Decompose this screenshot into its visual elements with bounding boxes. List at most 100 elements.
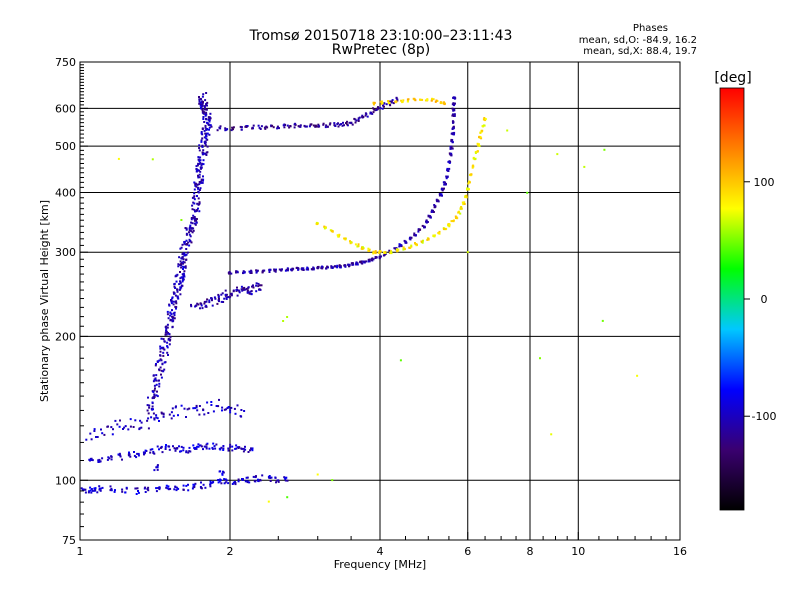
data-point (160, 446, 163, 449)
data-point (221, 406, 224, 409)
data-point (244, 480, 247, 483)
data-point (222, 449, 225, 451)
data-point (274, 270, 277, 273)
data-point (190, 227, 193, 230)
data-point (193, 181, 196, 184)
y-tick-label: 200 (55, 330, 76, 343)
data-point (88, 458, 91, 461)
data-point (138, 427, 141, 430)
data-point (404, 240, 407, 243)
data-point (421, 224, 424, 227)
data-point (421, 98, 424, 101)
data-point (174, 406, 177, 409)
data-point (206, 145, 209, 148)
data-point (164, 446, 167, 448)
data-point (206, 138, 209, 141)
data-point (357, 120, 360, 122)
data-point (153, 469, 156, 472)
data-point (355, 262, 358, 265)
data-point (206, 401, 209, 404)
data-point (156, 468, 159, 471)
data-point (196, 202, 199, 205)
data-point (317, 125, 320, 128)
data-point (222, 447, 225, 450)
data-point (323, 225, 326, 228)
data-point (354, 121, 357, 124)
data-point (172, 316, 175, 319)
data-point (109, 489, 112, 492)
data-point (459, 207, 462, 210)
data-point (189, 235, 192, 238)
data-point (284, 269, 287, 272)
data-point (282, 124, 285, 127)
data-point (216, 302, 219, 305)
data-point (195, 304, 198, 307)
data-point (166, 345, 169, 348)
data-point (204, 140, 207, 143)
data-point (94, 487, 97, 490)
data-point (175, 302, 178, 305)
data-point (167, 485, 170, 488)
y-axis-label: Stationary phase Virtual Height [km] (38, 200, 51, 402)
data-point (206, 101, 209, 104)
data-point (190, 305, 193, 308)
data-point (337, 125, 340, 128)
data-point (241, 289, 244, 292)
data-point (395, 248, 398, 251)
data-point (195, 183, 198, 186)
data-point (191, 231, 194, 234)
data-point (155, 394, 158, 397)
data-point (158, 382, 161, 385)
stats-title: Phases (633, 23, 668, 34)
data-point (158, 368, 160, 371)
data-point (447, 160, 450, 163)
data-point (200, 140, 203, 143)
data-point (153, 418, 156, 421)
data-point (221, 472, 224, 475)
data-point (231, 126, 234, 129)
data-point (200, 445, 203, 448)
data-point (210, 297, 213, 300)
data-point (158, 486, 161, 489)
data-point (147, 417, 150, 420)
data-point (216, 129, 219, 132)
data-point (257, 282, 260, 285)
data-point (183, 240, 186, 243)
data-point (225, 296, 228, 299)
data-point (124, 491, 127, 494)
data-point (118, 425, 121, 428)
data-point (187, 451, 190, 454)
data-point (121, 490, 124, 493)
data-point (250, 447, 252, 450)
data-point (179, 277, 182, 280)
data-point (465, 196, 468, 199)
data-point (152, 450, 155, 453)
data-point (302, 269, 305, 271)
data-point (186, 251, 189, 254)
data-point (322, 123, 325, 126)
data-point (123, 426, 126, 429)
data-point (286, 316, 289, 318)
data-point (372, 111, 375, 114)
data-point (234, 483, 237, 486)
data-point (201, 104, 204, 107)
data-point (444, 227, 447, 230)
data-point (177, 263, 180, 266)
data-point (217, 479, 220, 481)
data-point (193, 208, 196, 211)
data-point (155, 490, 158, 493)
data-point (362, 116, 365, 118)
data-point (136, 452, 139, 455)
data-point (357, 245, 360, 248)
data-point (446, 176, 449, 178)
data-point (410, 236, 413, 239)
data-point (317, 124, 320, 127)
data-point (195, 406, 198, 409)
data-point (246, 476, 249, 479)
data-point (413, 234, 416, 237)
data-point (174, 449, 177, 452)
data-point (478, 143, 480, 146)
data-point (423, 225, 426, 228)
data-point (200, 167, 202, 170)
data-point (192, 229, 195, 232)
